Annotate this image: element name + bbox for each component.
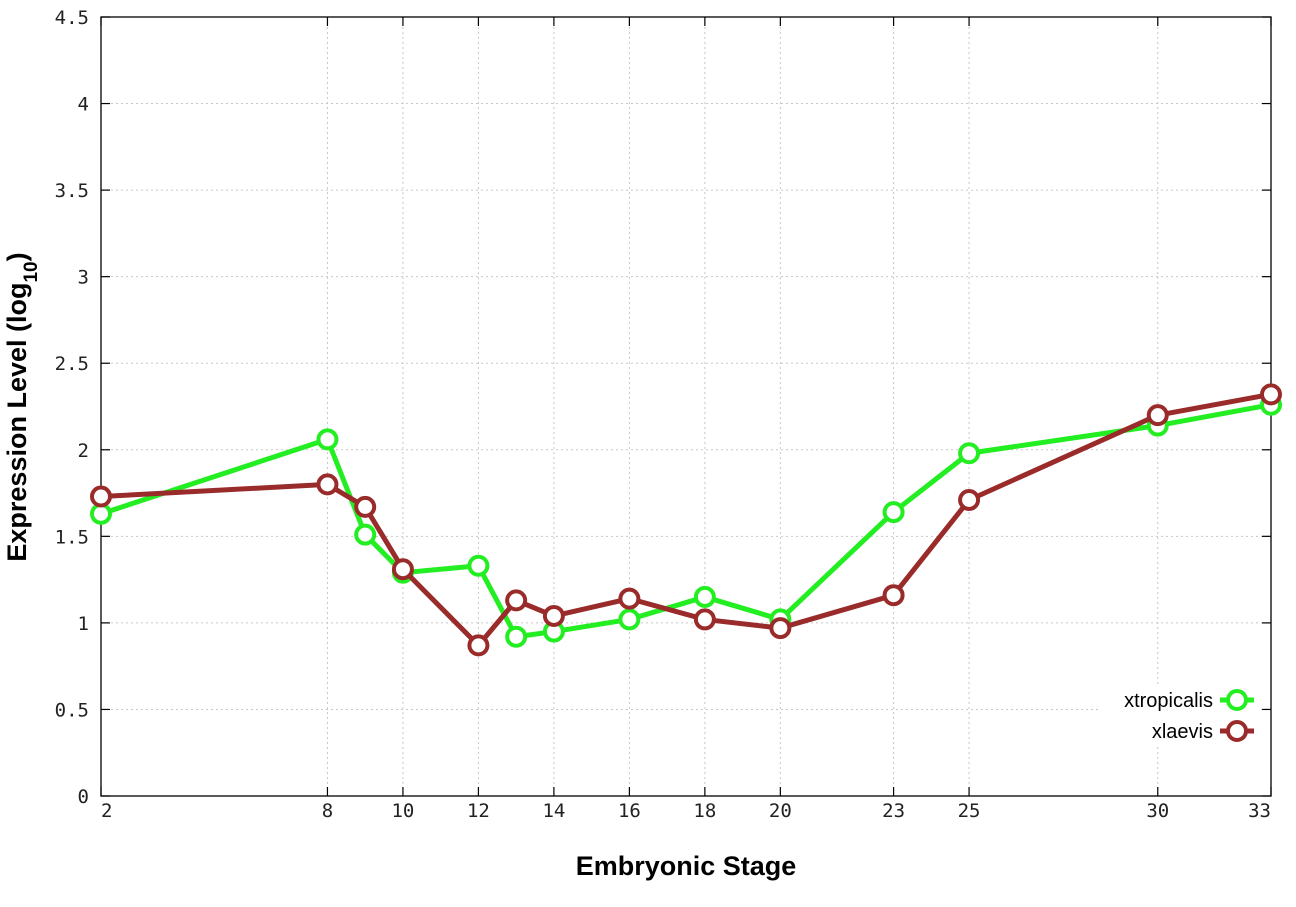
- data-point: [618, 608, 641, 631]
- data-point: [467, 554, 490, 577]
- x-tick-label: 14: [542, 800, 565, 822]
- series-line: [100, 402, 1272, 640]
- legend: xtropicalis xlaevis: [1098, 685, 1258, 746]
- x-tick-label: 2: [101, 800, 112, 822]
- y-tick-label: 2.5: [55, 353, 89, 375]
- y-tick-label: 3.5: [55, 180, 89, 202]
- data-point: [505, 589, 528, 612]
- plot-frame: [100, 16, 1272, 797]
- x-tick-label: 20: [769, 800, 792, 822]
- y-tick-label: 4: [78, 94, 89, 116]
- y-tick-label: 2: [78, 440, 89, 462]
- y-tick-labels: 0 0.5 1 1.5 2 2.5 3 3.5 4 4.5: [55, 7, 89, 808]
- legend-swatch-marker: [1226, 689, 1248, 711]
- data-point: [1260, 383, 1282, 406]
- y-axis-title-close: ): [2, 252, 32, 261]
- x-tick-label: 8: [322, 800, 333, 822]
- data-point: [467, 634, 490, 657]
- x-tick-labels: 2 8 10 12 14 16 18 20 23 25 30 33: [101, 800, 1271, 822]
- series-xtropicalis: [90, 393, 1282, 648]
- data-point: [882, 584, 905, 607]
- data-point: [90, 485, 112, 508]
- x-axis-title: Embryonic Stage: [576, 851, 797, 881]
- legend-item: xtropicalis: [1098, 685, 1258, 715]
- x-tick-label: 25: [958, 800, 981, 822]
- x-tick-label: 10: [391, 800, 414, 822]
- series-line: [100, 391, 1272, 648]
- data-point: [769, 617, 792, 640]
- x-tick-label: 12: [467, 800, 490, 822]
- data-point: [542, 604, 565, 627]
- data-point: [882, 501, 905, 524]
- data-point: [1146, 404, 1169, 427]
- y-tick-label: 1: [78, 613, 89, 635]
- data-point: [354, 523, 377, 546]
- data-point: [354, 495, 377, 518]
- y-tick-label: 1.5: [55, 526, 89, 548]
- y-tick-label: 4.5: [55, 7, 89, 29]
- y-tick-label: 3: [78, 267, 89, 289]
- data-point: [693, 585, 716, 608]
- x-tick-label: 33: [1248, 800, 1271, 822]
- data-point: [316, 428, 339, 451]
- y-tick-label: 0: [78, 786, 89, 808]
- data-point: [391, 558, 414, 581]
- legend-item: xlaevis: [1098, 716, 1258, 746]
- y-tick-label: 0.5: [55, 699, 89, 721]
- series-xlaevis: [90, 383, 1282, 657]
- legend-swatch-marker: [1226, 720, 1248, 742]
- legend-label: xlaevis: [1152, 721, 1213, 743]
- axis-ticks: [100, 16, 1272, 797]
- x-tick-label: 30: [1146, 800, 1169, 822]
- series-group: [90, 383, 1282, 657]
- x-tick-label: 23: [882, 800, 905, 822]
- data-point: [958, 442, 981, 465]
- data-point: [316, 473, 339, 496]
- legend-label: xtropicalis: [1124, 690, 1213, 712]
- grid-lines: [100, 16, 1272, 797]
- x-tick-label: 18: [693, 800, 716, 822]
- y-axis-title: Expression Level (log10): [2, 252, 42, 561]
- y-axis-title-main: Expression Level (log: [2, 283, 32, 562]
- data-point: [90, 502, 112, 525]
- x-tick-label: 16: [618, 800, 641, 822]
- data-point: [693, 608, 716, 631]
- data-point: [618, 587, 641, 610]
- data-point: [958, 488, 981, 511]
- y-axis-title-subscript: 10: [21, 261, 42, 282]
- data-point: [505, 625, 528, 648]
